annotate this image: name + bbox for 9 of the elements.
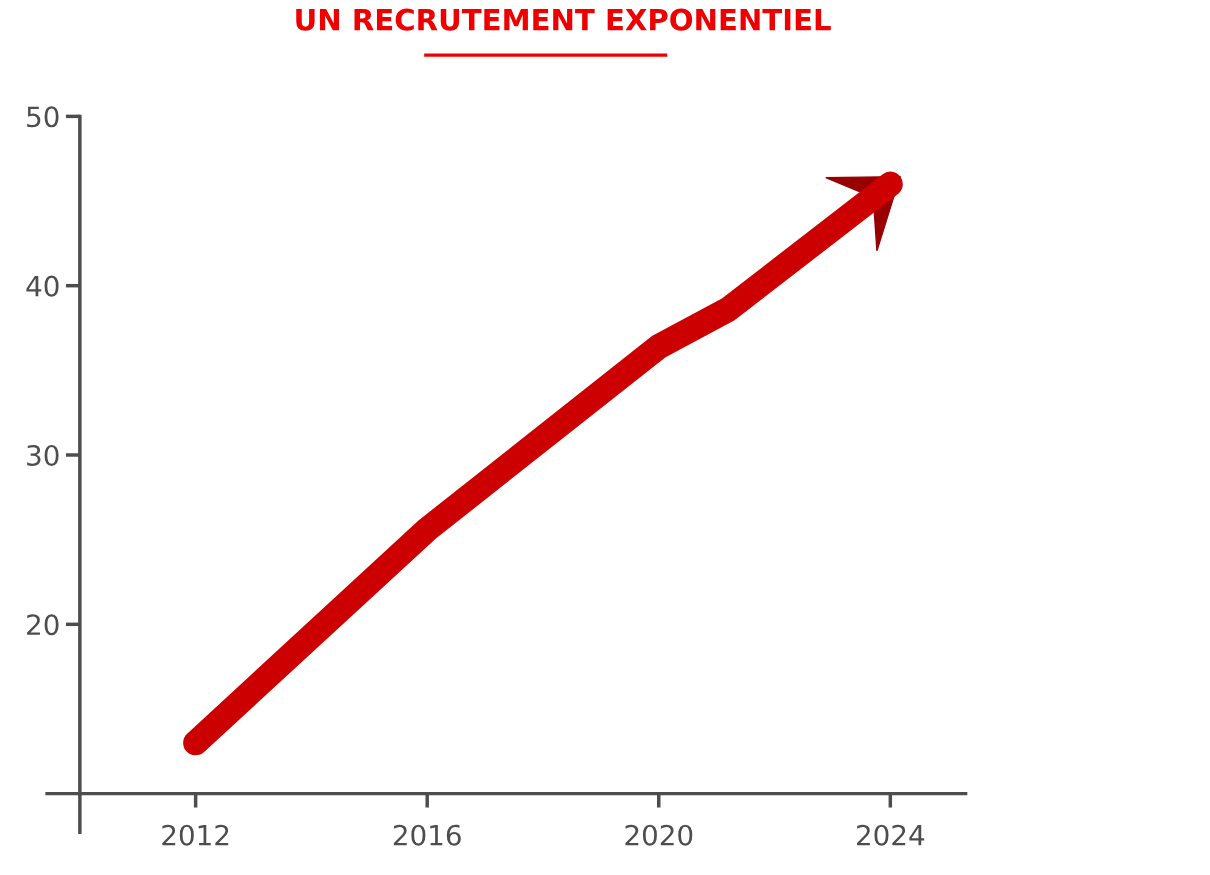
x-tick-label: 2012 <box>162 824 229 846</box>
chart-title: UN RECRUTEMENT EXPONENTIEL <box>296 8 831 31</box>
x-tick-label: 2016 <box>393 824 461 846</box>
y-tick-label: 40 <box>26 275 59 297</box>
y-tick-label: 30 <box>27 444 59 466</box>
x-tick-label: 2024 <box>857 824 925 846</box>
y-tick-label: 20 <box>27 614 59 636</box>
y-tick-label: 50 <box>27 106 59 128</box>
x-tick-label: 2020 <box>625 824 693 846</box>
